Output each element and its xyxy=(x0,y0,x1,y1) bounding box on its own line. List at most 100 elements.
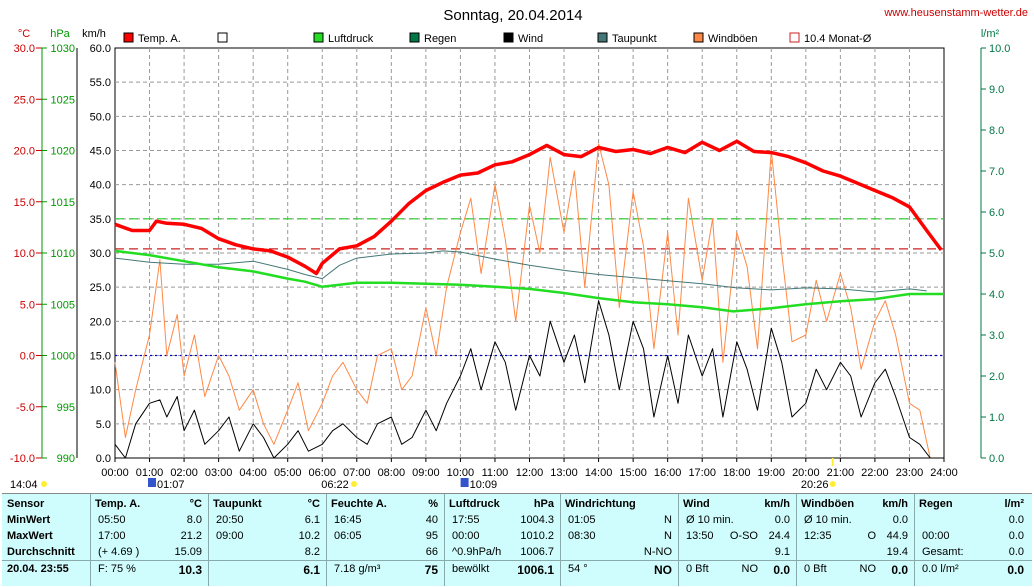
x-tick-label: 14:00 xyxy=(585,467,613,479)
x-tick-label: 20:00 xyxy=(792,467,820,479)
stats-value-press: 1006.1 xyxy=(517,563,554,577)
stats-value-temp: 21.2 xyxy=(180,530,202,542)
stats-time-temp: F: 75 % xyxy=(98,563,136,575)
x-tick-label: 08:00 xyxy=(378,467,406,479)
site-url: www.heusenstamm-wetter.de xyxy=(883,7,1028,19)
stats-time-dir: 08:30 xyxy=(568,530,596,542)
legend-label: Temp. A. xyxy=(138,33,181,45)
stats-value-gust: 19.4 xyxy=(886,546,908,558)
temp-tick-label: 30.0 xyxy=(14,43,35,55)
stats-time-press: ^0.9hPa/h xyxy=(452,546,502,558)
stats-time-wind: Ø 10 min. xyxy=(686,514,734,526)
stats-time-gust: 12:35 xyxy=(804,530,832,542)
stats-value-wind: 0.0 xyxy=(773,563,790,577)
stats-unit-gust: km/h xyxy=(882,498,908,510)
stats-column-wind xyxy=(678,494,797,586)
stats-time-rain: 0.0 l/m² xyxy=(922,563,959,575)
wind-tick-label: 55.0 xyxy=(90,77,111,89)
stats-value-rain: 0.0 xyxy=(1007,563,1024,577)
wind-tick-label: 0.0 xyxy=(96,453,111,465)
press-tick-label: 990 xyxy=(57,453,75,465)
legend-swatch xyxy=(789,32,800,43)
rain-tick-label: 3.0 xyxy=(989,330,1004,342)
chart-series xyxy=(114,139,944,459)
stats-value-dir: N xyxy=(664,530,672,542)
wind-tick-label: 50.0 xyxy=(90,111,111,123)
legend-label: 10.4 Monat-Ø xyxy=(804,33,872,45)
stats-header-press: Luftdruck xyxy=(449,498,500,510)
stats-time-hum: 7.18 g/m³ xyxy=(334,563,381,575)
stats-time-rain: Gesamt: xyxy=(922,546,964,558)
stats-value-temp: 10.3 xyxy=(178,563,202,577)
stats-header-wind: Wind xyxy=(683,498,710,510)
stats-value-rain: 0.0 xyxy=(1008,530,1024,542)
weather-chart: Sonntag, 20.04.2014 www.heusenstamm-wett… xyxy=(10,7,1028,491)
stats-time-gust: 0 Bft xyxy=(804,563,827,575)
legend-swatch xyxy=(217,32,228,43)
stats-value-gust: 0.0 xyxy=(892,514,908,526)
stats-unit-dew: °C xyxy=(307,498,320,510)
stats-header-gust: Windböen xyxy=(801,498,855,510)
stats-value-dew: 10.2 xyxy=(298,530,320,542)
stats-unit-hum: % xyxy=(428,498,438,510)
stats-direction-wind: NO xyxy=(741,563,759,575)
rain-tick-label: 0.0 xyxy=(989,453,1004,465)
chart-legend: Temp. A. Luftdruck Regen Wind Taupunkt Windbö… xyxy=(123,32,872,45)
temp-tick-label: -10.0 xyxy=(10,453,35,465)
stats-time-rain: 00:00 xyxy=(922,530,950,542)
rain-tick-label: 4.0 xyxy=(989,289,1004,301)
x-tick-label: 06:00 xyxy=(308,467,336,479)
stats-row-label: MinWert xyxy=(7,514,51,526)
temp-unit: °C xyxy=(18,28,30,40)
press-tick-label: 995 xyxy=(57,402,75,414)
x-tick-label: 16:00 xyxy=(654,467,682,479)
stats-value-press: 1010.2 xyxy=(520,530,554,542)
stats-value-dew: 6.1 xyxy=(303,563,320,577)
sunrise-label: 06:22 xyxy=(321,479,349,491)
temp-tick-label: 25.0 xyxy=(14,94,35,106)
wind-tick-label: 30.0 xyxy=(90,248,111,260)
stats-time-temp: 05:50 xyxy=(98,514,126,526)
stats-time-dir: 54 ° xyxy=(568,563,588,575)
stats-time-press: 17:55 xyxy=(452,514,480,526)
wind-tick-label: 15.0 xyxy=(90,351,111,363)
x-tick-label: 24:00 xyxy=(930,467,958,479)
rain-tick-label: 7.0 xyxy=(989,166,1004,178)
stats-column-gust xyxy=(796,494,915,586)
stats-value-press: 1004.3 xyxy=(520,514,554,526)
legend-label: Regen xyxy=(424,33,456,45)
x-tick-label: 18:00 xyxy=(723,467,751,479)
stats-direction-gust: O xyxy=(867,530,876,542)
temp-tick-label: 15.0 xyxy=(14,197,35,209)
legend-label: Luftdruck xyxy=(328,33,374,45)
stats-value-hum: 66 xyxy=(425,546,438,558)
x-tick-label: 13:00 xyxy=(550,467,578,479)
stats-value-dew: 8.2 xyxy=(304,546,320,558)
legend-swatch xyxy=(503,32,514,43)
stats-column-dew xyxy=(208,494,327,586)
rain-unit: l/m² xyxy=(981,28,1000,40)
moon-icon xyxy=(460,478,469,487)
moon-icon xyxy=(147,478,156,487)
stats-value-wind: 9.1 xyxy=(774,546,790,558)
x-tick-label: 21:00 xyxy=(827,467,855,479)
wind-tick-label: 20.0 xyxy=(90,316,111,328)
temp-tick-label: 0.0 xyxy=(20,351,35,363)
wind-tick-label: 40.0 xyxy=(90,180,111,192)
x-tick-label: 17:00 xyxy=(688,467,716,479)
stats-time-press: bewölkt xyxy=(452,563,490,575)
press-tick-label: 1015 xyxy=(51,197,75,209)
stats-value-gust: 44.9 xyxy=(886,530,908,542)
press-tick-label: 1000 xyxy=(51,351,75,363)
stats-unit-rain: l/m² xyxy=(1004,498,1024,510)
stats-unit-press: hPa xyxy=(533,498,554,510)
stats-value-gust: 0.0 xyxy=(891,563,908,577)
chart-axes: 00:00 01:00 02:00 03:00 04:00 05:00 06:00 07:00… xyxy=(10,43,1011,479)
statistics-table: Sensor MinWert MaxWert Durchschnitt 20.04. 2… xyxy=(2,493,1032,586)
wind-tick-label: 45.0 xyxy=(90,146,111,158)
legend-label: Taupunkt xyxy=(612,33,657,45)
x-tick-label: 22:00 xyxy=(861,467,889,479)
stats-header-temp: Temp. A. xyxy=(95,498,141,510)
stats-column-press xyxy=(444,494,561,586)
press-unit: hPa xyxy=(50,28,70,40)
